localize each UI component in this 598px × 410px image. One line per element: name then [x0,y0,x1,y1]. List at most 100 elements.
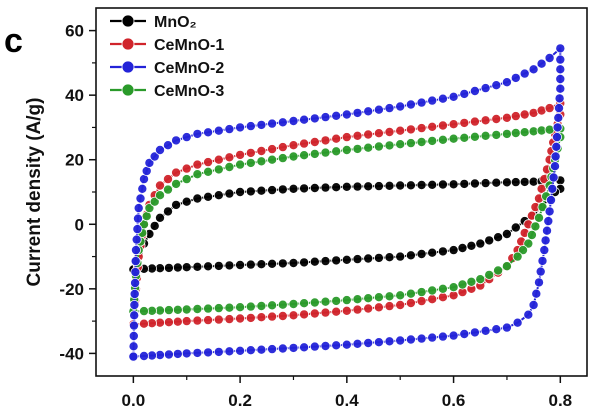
data-point [405,124,416,135]
data-point [546,195,557,206]
data-point [203,261,214,272]
data-point [352,338,363,349]
data-point [480,115,491,126]
x-tick-label: 0.2 [228,391,252,410]
data-point [171,135,182,146]
data-point [448,179,459,190]
data-point [501,77,512,88]
data-point [341,305,352,316]
data-point [480,130,491,141]
data-point [352,130,363,141]
data-point [519,109,530,120]
data-point [459,117,470,128]
data-point [536,58,547,69]
data-point [163,317,174,328]
data-point [416,136,427,147]
data-point [331,295,342,306]
data-point [459,132,470,143]
data-point [163,349,174,360]
legend-marker [121,83,135,97]
data-point [288,342,299,353]
data-point [352,143,363,154]
data-point [448,245,459,256]
data-point [519,68,530,79]
data-point [172,262,183,273]
data-point [235,149,246,160]
data-point [534,212,545,223]
data-point [405,288,416,299]
data-point [395,299,406,310]
series-layer [128,43,566,362]
data-point [235,186,246,197]
data-point [203,347,214,358]
data-point [181,196,192,207]
data-point [555,54,566,65]
data-point [299,298,310,309]
data-point [154,212,165,223]
y-tick-label: 0 [75,215,84,234]
data-point [129,310,140,321]
data-point [363,181,374,192]
data-point [466,276,477,287]
data-point [288,140,299,151]
data-point [181,348,192,359]
data-point [352,181,363,192]
data-point [480,325,491,336]
data-point [288,298,299,309]
data-point [144,157,155,168]
data-point [363,253,374,264]
data-point [510,72,521,83]
axes-layer: 0.0 0.2 0.4 0.6 0.8 -40 -20 0 20 40 60 [59,22,572,410]
data-point [213,190,224,201]
data-point [544,53,555,64]
data-point [363,106,374,117]
data-point [192,128,203,139]
data-point [277,258,288,269]
data-point [245,259,256,270]
data-point [448,119,459,130]
data-point [544,103,555,114]
data-point [523,238,534,249]
data-point [395,139,406,150]
data-point [309,341,320,352]
data-point [384,180,395,191]
data-point [320,307,331,318]
data-point [192,315,203,326]
data-point [491,129,502,140]
data-point [373,104,384,115]
data-point [373,292,384,303]
data-point [363,303,374,314]
data-point [171,167,182,178]
data-point [277,142,288,153]
data-point [363,142,374,153]
data-point [537,255,548,266]
data-point [331,182,342,193]
data-point [427,332,438,343]
legend-marker [121,37,135,51]
data-point [416,123,427,134]
data-point [235,345,246,356]
data-point [213,125,224,136]
data-point [138,350,149,361]
data-point [320,147,331,158]
legend-marker [121,14,135,28]
data-point [331,110,342,121]
data-point [192,193,203,204]
data-point [213,303,224,314]
data-point [480,83,491,94]
data-point [132,213,143,224]
data-point [480,178,491,189]
data-point [341,339,352,350]
data-point [519,176,530,187]
x-tick-label: 0.8 [548,391,572,410]
data-point [299,342,310,353]
data-point [267,144,278,155]
data-point [373,128,384,139]
data-point [130,267,141,278]
series-line [132,127,562,313]
data-point [373,141,384,152]
data-point [512,251,523,262]
data-point [171,178,182,189]
data-point [224,260,235,271]
data-point [352,107,363,118]
